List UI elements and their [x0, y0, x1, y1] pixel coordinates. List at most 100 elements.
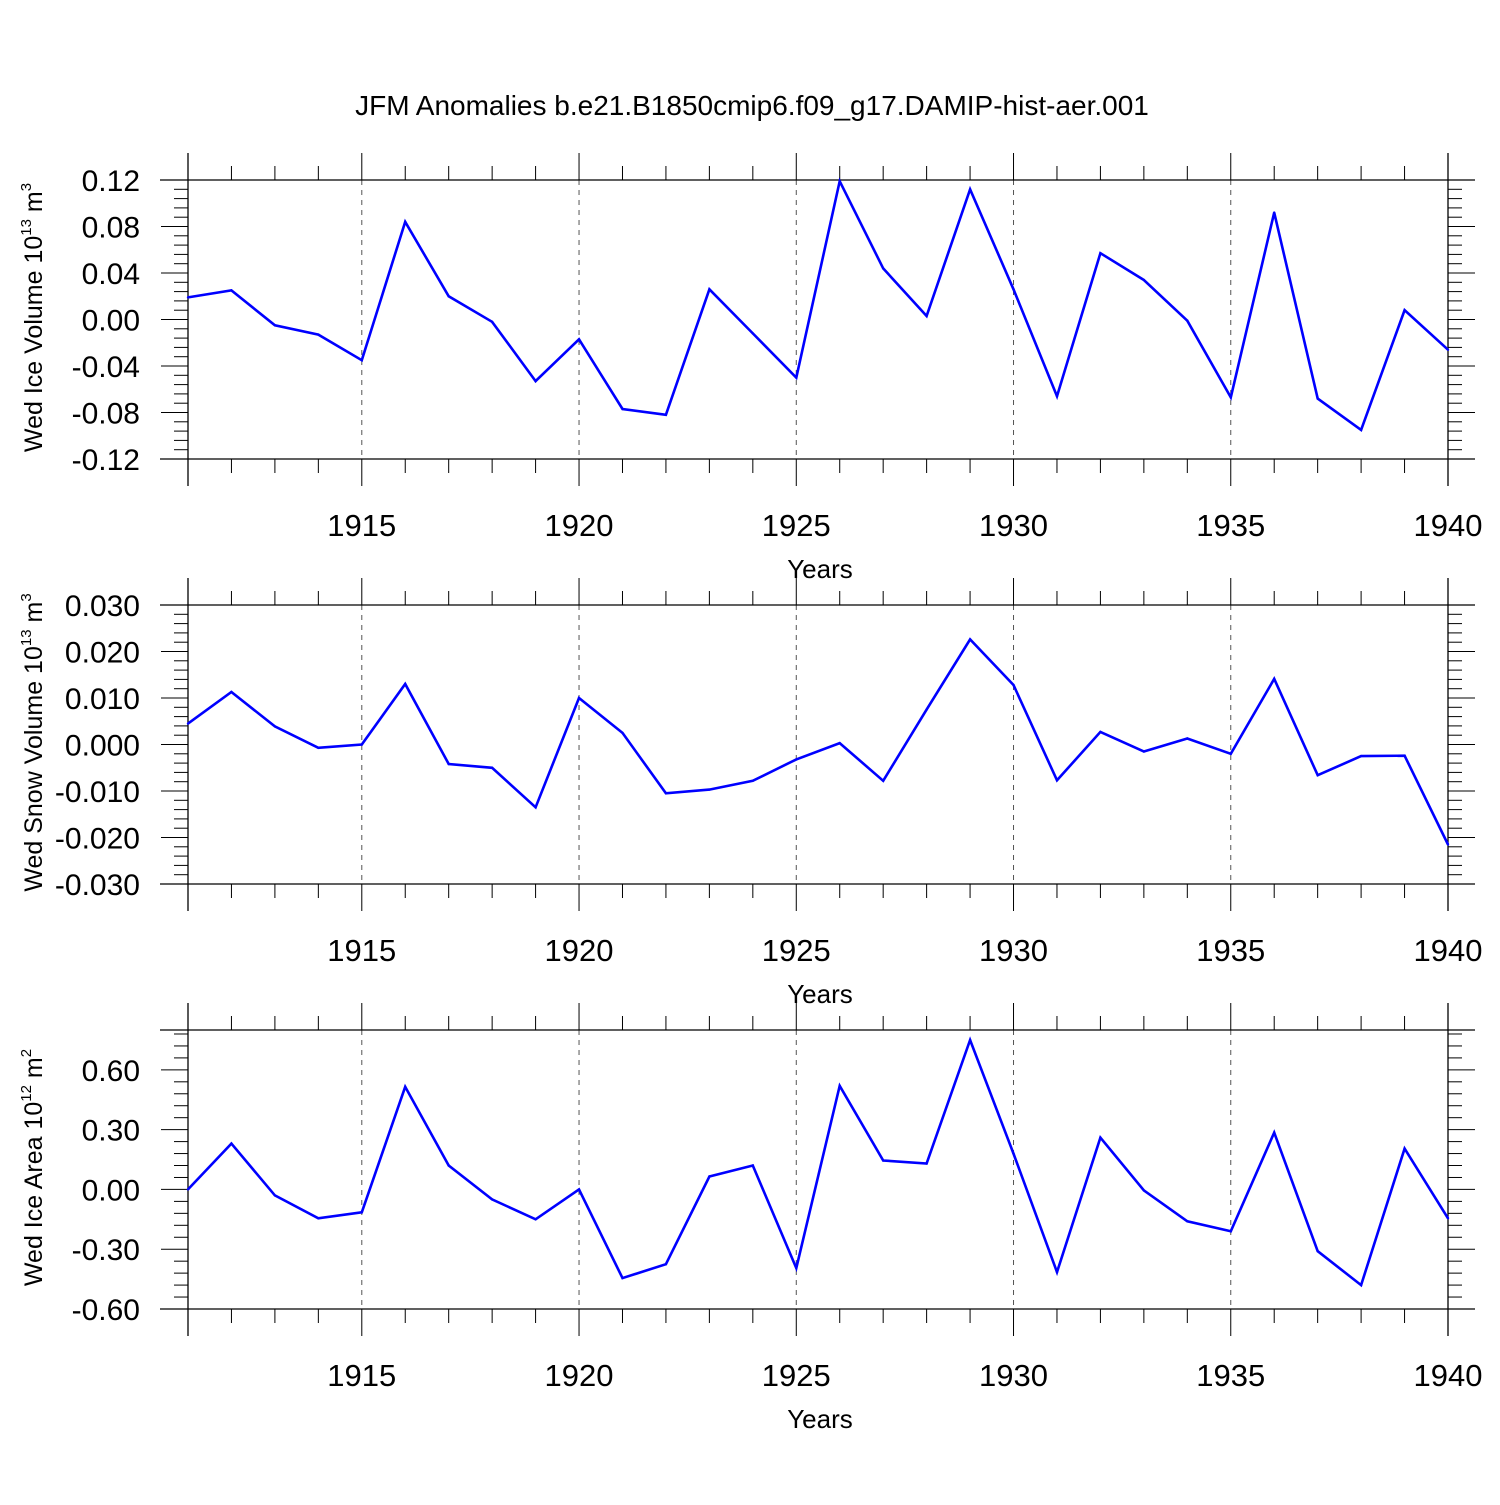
data-point [447, 1164, 450, 1167]
data-point [230, 1142, 233, 1145]
y-tick-label: -0.020 [55, 823, 140, 856]
x-tick-label: 1930 [979, 508, 1048, 543]
data-point [1446, 843, 1450, 846]
y-tick-label: 0.08 [82, 212, 140, 245]
panel-2: 0.030 0.020 0.010 0.000 -0.010 -0.020 -0.030 19… [18, 578, 1482, 1009]
data-point [1099, 730, 1102, 734]
data-point [751, 1164, 754, 1167]
data-point [404, 682, 407, 686]
data-point [1359, 754, 1363, 758]
x-axis-label: Years [787, 1404, 853, 1434]
data-point [1446, 348, 1450, 351]
x-tick-label: 1925 [762, 1358, 831, 1393]
data-point [621, 731, 624, 735]
data-point [1316, 397, 1319, 400]
data-point [751, 332, 754, 335]
data-point [664, 413, 668, 416]
x-tick-label: 1940 [1414, 508, 1483, 543]
x-tick-label: 1940 [1414, 1358, 1483, 1393]
x-tick-label: 1915 [327, 1358, 396, 1393]
x-tick-label: 1915 [327, 933, 396, 968]
data-point [1273, 1131, 1276, 1134]
data-point [230, 289, 233, 292]
data-point [447, 295, 450, 298]
data-point [708, 788, 711, 791]
y-tick-label: 0.00 [82, 1174, 140, 1207]
x-axis-label: Years [787, 979, 853, 1009]
data-point [1403, 309, 1406, 312]
x-axis-label: Years [787, 554, 853, 584]
data-point [882, 267, 885, 270]
data-point [838, 1084, 841, 1088]
data-point [404, 220, 407, 223]
y-axis-label: Wed Ice Volume 1013 m3 [18, 183, 48, 452]
data-point [882, 1159, 885, 1162]
data-point [317, 1217, 320, 1220]
series-line [187, 177, 1449, 432]
data-point [1316, 774, 1319, 777]
data-point [1186, 319, 1189, 322]
y-tick-label: -0.04 [72, 351, 140, 384]
x-tick-label: 1935 [1196, 508, 1265, 543]
data-point [1099, 1136, 1102, 1139]
series-line [187, 637, 1450, 846]
panel-1: 0.12 0.08 0.04 0.00 -0.04 -0.08 -0.12 1915 1920 1… [18, 153, 1482, 584]
data-point [577, 696, 581, 700]
chart-title: JFM Anomalies b.e21.B1850cmip6.f09_g17.D… [355, 90, 1149, 121]
x-tick-label: 1915 [327, 508, 396, 543]
data-point [968, 638, 972, 641]
data-point [795, 1266, 798, 1270]
y-tick-label: -0.030 [55, 869, 140, 902]
data-point [664, 792, 668, 795]
data-point [1012, 1152, 1015, 1155]
data-point [360, 1211, 363, 1214]
data-point [1099, 252, 1102, 255]
data-point [317, 746, 320, 749]
data-point [1142, 1189, 1146, 1192]
series-line [187, 1036, 1450, 1288]
data-point [1229, 396, 1233, 399]
data-point [1142, 278, 1146, 282]
y-axis-label: Wed Snow Volume 1013 m3 [18, 593, 48, 891]
data-point [664, 1263, 668, 1266]
data-point [1316, 1250, 1319, 1253]
x-tick-label: 1920 [545, 933, 614, 968]
y-tick-label: -0.010 [55, 776, 140, 809]
data-point [925, 708, 928, 711]
y-tick-label: 0.00 [82, 305, 140, 338]
data-point [577, 1188, 581, 1191]
data-point [1012, 683, 1015, 687]
data-point [447, 762, 450, 766]
x-tick-label: 1935 [1196, 1358, 1265, 1393]
data-point [1446, 1217, 1450, 1220]
y-tick-label: 0.000 [65, 730, 140, 763]
data-point [1012, 288, 1015, 291]
y-tick-label: 0.030 [65, 590, 140, 623]
x-tick-label: 1920 [545, 508, 614, 543]
data-point [1403, 754, 1406, 757]
data-point [1403, 1147, 1406, 1150]
data-point [577, 338, 581, 341]
data-point [1142, 750, 1146, 753]
data-point [534, 379, 537, 383]
y-tick-label: 0.12 [82, 165, 140, 198]
x-tick-label: 1925 [762, 933, 831, 968]
data-point [708, 288, 711, 291]
data-point [186, 1188, 190, 1191]
y-axis-label: Wed Ice Area 1012 m2 [18, 1049, 48, 1286]
data-point [186, 296, 190, 299]
data-point [1186, 1220, 1189, 1223]
data-point [534, 806, 537, 809]
data-point [882, 779, 885, 782]
data-point [1055, 779, 1059, 782]
x-tick-label: 1940 [1414, 933, 1483, 968]
data-point [751, 779, 754, 782]
data-point [273, 1194, 277, 1197]
x-tick-label: 1935 [1196, 933, 1265, 968]
data-point [968, 1038, 972, 1042]
data-point [1359, 1283, 1363, 1287]
data-point [795, 758, 798, 761]
x-tick-label: 1920 [545, 1358, 614, 1393]
y-tick-label: -0.08 [72, 398, 140, 431]
